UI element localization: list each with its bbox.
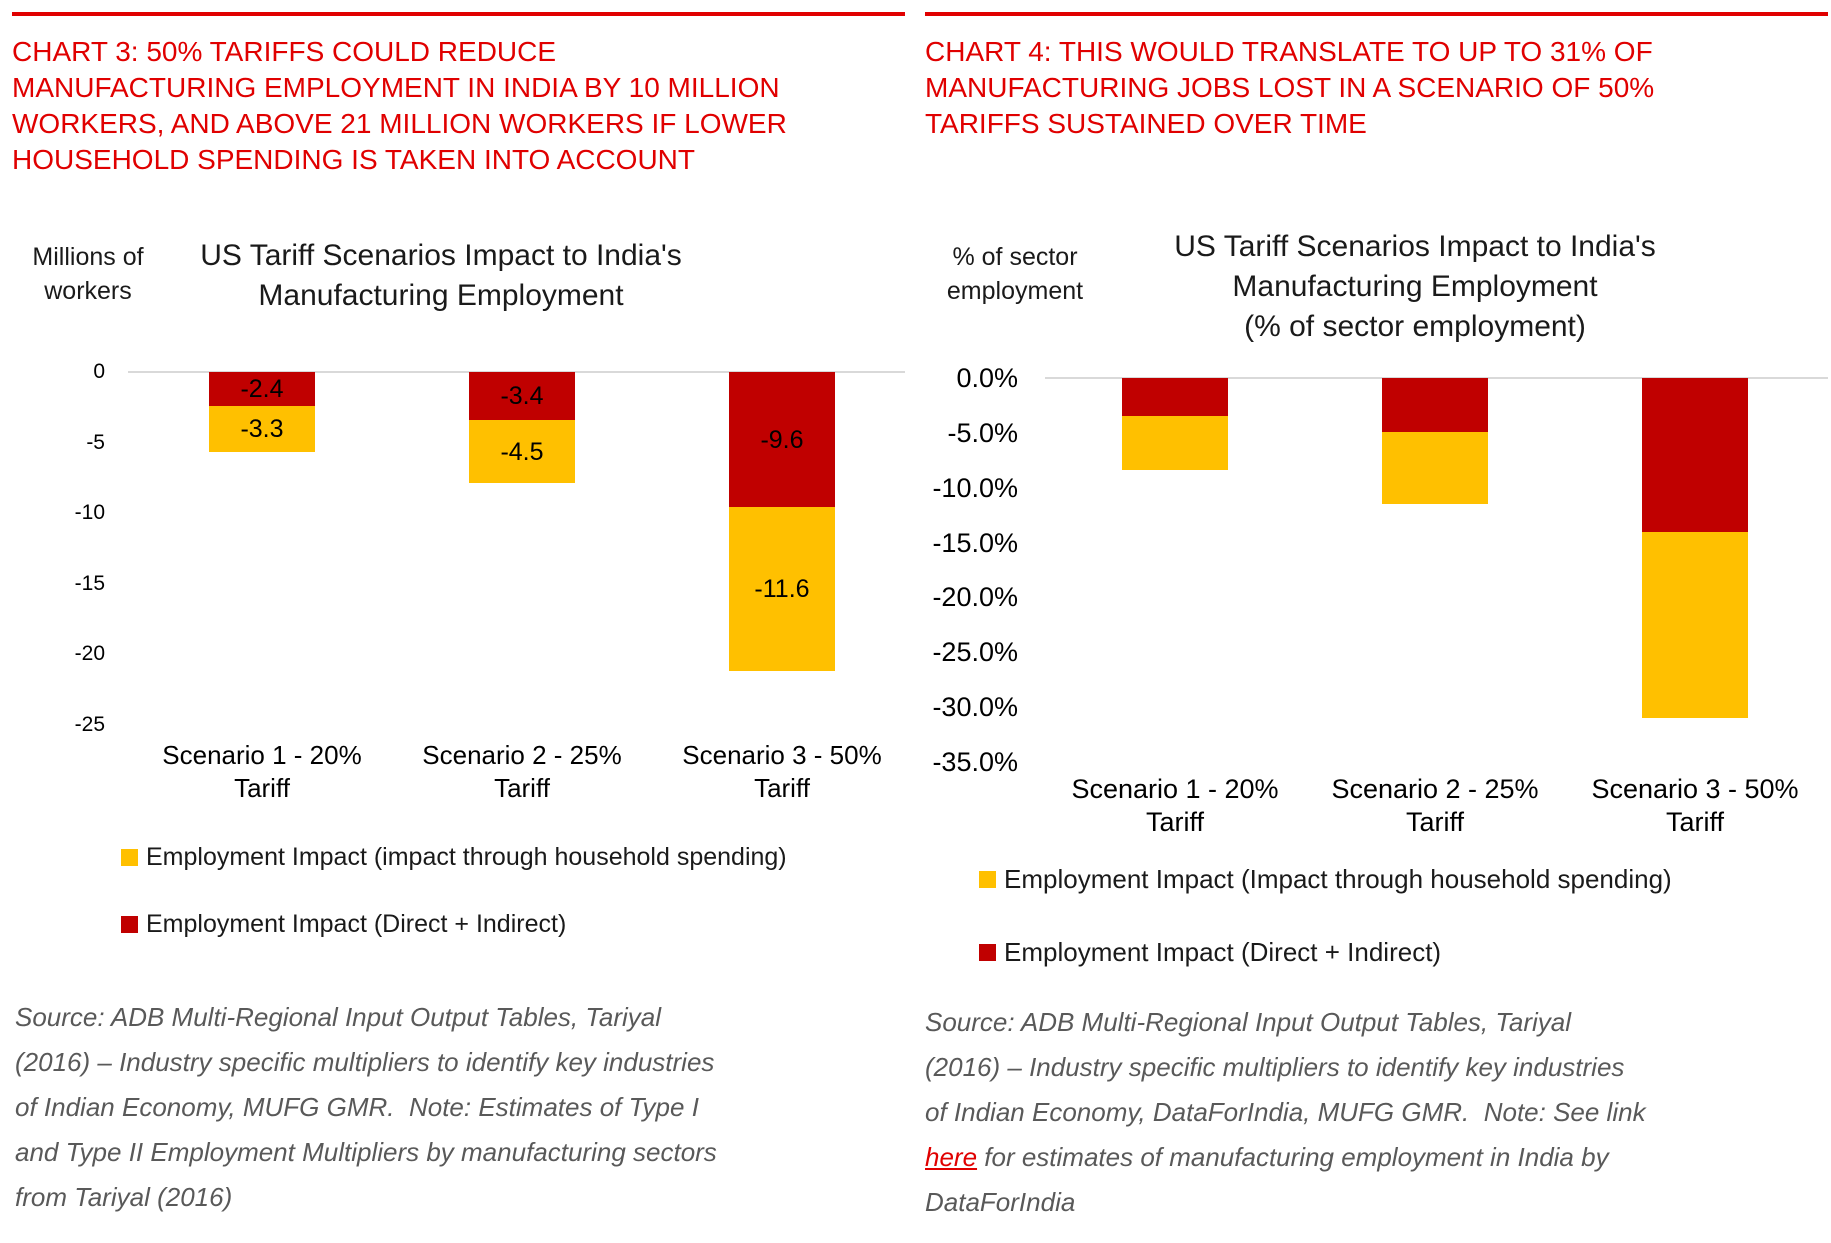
legend-label: Employment Impact (Direct + Indirect)	[1004, 936, 1442, 967]
source-text-after-link: for estimates of manufacturing employmen…	[925, 1142, 1609, 1217]
chart3-x-category-label: Scenario 1 - 20% Tariff	[162, 740, 362, 803]
chart4-source-note: Source: ADB Multi-Regional Input Output …	[925, 1000, 1705, 1225]
source-text-before-link: Source: ADB Multi-Regional Input Output …	[925, 1007, 1646, 1127]
chart3-y-tick-label: -15	[74, 571, 105, 595]
chart3-source-note: Source: ADB Multi-Regional Input Output …	[15, 1002, 717, 1212]
chart4-bar-segment	[1382, 431, 1488, 505]
chart3-x-category-label: Scenario 3 - 50% Tariff	[682, 740, 882, 803]
chart4-x-category-label: Scenario 1 - 20% Tariff	[1071, 774, 1279, 837]
chart3-bar-segment	[469, 372, 575, 420]
red-legend-swatch-icon	[121, 915, 138, 933]
yellow-legend-swatch-icon	[121, 848, 138, 866]
chart3-legend-item-household-spending: Employment Impact (impact through househ…	[121, 842, 787, 872]
chart4-headline: CHART 4: THIS WOULD TRANSLATE TO UP TO 3…	[925, 36, 1655, 139]
here-link[interactable]: here	[925, 1142, 978, 1172]
chart3-bar-value-label: -11.6	[754, 575, 810, 604]
chart3-y-tick-label: -25	[74, 712, 105, 736]
chart4-zero-baseline	[1045, 377, 1828, 379]
chart3-bar-value-label: -3.4	[500, 381, 544, 410]
chart4-bar-segment	[1642, 531, 1748, 719]
chart3-bar-segment	[729, 507, 835, 671]
legend-label: Employment Impact (Impact through househ…	[1004, 863, 1672, 894]
legend-label: Employment Impact (impact through househ…	[146, 842, 787, 871]
chart3-header-rule	[12, 12, 905, 16]
yellow-legend-swatch-icon	[979, 870, 996, 888]
chart3-bar-segment	[209, 405, 315, 453]
chart3-y-tick-label: 0	[93, 360, 105, 383]
chart4-title: US Tariff Scenarios Impact to India's Ma…	[1174, 230, 1656, 343]
chart4-bar-segment	[1382, 378, 1488, 432]
chart4-y-axis-unit-label: % of sector employment	[946, 243, 1084, 305]
chart4-y-tick-label: -30.0%	[932, 692, 1018, 723]
legend-label: Employment Impact (Direct + Indirect)	[146, 909, 567, 938]
chart4-y-tick-label: -20.0%	[932, 582, 1018, 613]
chart4-y-tick-label: -10.0%	[932, 472, 1018, 503]
chart4-legend-item-direct-indirect: Employment Impact (Direct + Indirect)	[979, 937, 1441, 967]
chart3-headline: CHART 3: 50% TARIFFS COULD REDUCE MANUFA…	[12, 36, 787, 175]
chart3-bar-segment	[209, 372, 315, 406]
chart4-y-tick-label: -5.0%	[947, 417, 1018, 448]
chart3-bar-value-label: -4.5	[500, 437, 544, 466]
chart4-legend-item-household-spending: Employment Impact (Impact through househ…	[979, 864, 1672, 894]
chart3-zero-baseline	[128, 371, 905, 373]
chart3-bar-value-label: -9.6	[760, 425, 804, 454]
chart4-y-tick-label: -15.0%	[932, 527, 1018, 558]
chart4-bar-segment	[1642, 378, 1748, 532]
chart3-y-tick-label: -5	[86, 430, 105, 454]
chart3-y-axis-unit-label: Millions of workers	[32, 243, 144, 305]
chart3-bar-segment	[729, 372, 835, 508]
chart3-bar-segment	[469, 419, 575, 484]
chart3-title: US Tariff Scenarios Impact to India's Ma…	[200, 239, 682, 312]
chart4-y-tick-label: -35.0%	[932, 746, 1018, 777]
chart4-y-tick-label: 0.0%	[956, 363, 1018, 393]
chart3-x-category-label: Scenario 2 - 25% Tariff	[422, 740, 622, 803]
chart3-bar-value-label: -2.4	[240, 374, 284, 403]
chart4-y-tick-label: -25.0%	[932, 637, 1018, 668]
red-legend-swatch-icon	[979, 943, 996, 961]
chart4-bar-segment	[1122, 378, 1228, 417]
chart3-legend-item-direct-indirect: Employment Impact (Direct + Indirect)	[121, 909, 566, 939]
chart4-bar-segment	[1122, 416, 1228, 471]
chart4-header-rule	[925, 12, 1828, 16]
chart4-x-category-label: Scenario 3 - 50% Tariff	[1591, 774, 1799, 837]
chart3-y-tick-label: -10	[74, 501, 105, 524]
chart4-x-category-label: Scenario 2 - 25% Tariff	[1331, 774, 1539, 837]
chart3-bar-value-label: -3.3	[240, 415, 284, 444]
chart3-y-tick-label: -20	[74, 642, 105, 665]
